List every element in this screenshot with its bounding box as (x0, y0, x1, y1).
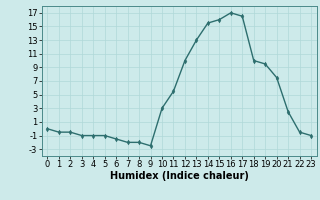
X-axis label: Humidex (Indice chaleur): Humidex (Indice chaleur) (110, 171, 249, 181)
